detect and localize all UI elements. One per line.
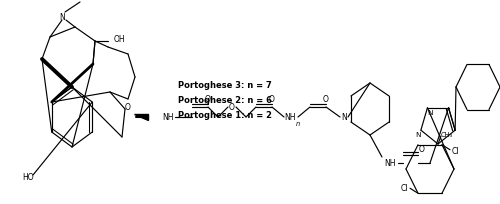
Text: Cl: Cl xyxy=(400,183,408,192)
Text: NH: NH xyxy=(284,113,296,122)
Text: Cl: Cl xyxy=(452,146,460,155)
Text: N: N xyxy=(59,12,65,21)
Text: CH₃: CH₃ xyxy=(441,131,453,137)
Text: O: O xyxy=(229,103,235,112)
Text: N: N xyxy=(428,109,433,115)
Text: N: N xyxy=(341,113,347,122)
Text: O: O xyxy=(205,95,211,104)
Text: HO: HO xyxy=(22,173,34,182)
Text: N: N xyxy=(415,132,420,137)
Text: Portoghese 3: n = 7: Portoghese 3: n = 7 xyxy=(178,80,271,89)
Text: O: O xyxy=(419,145,425,154)
Text: O: O xyxy=(125,103,131,112)
Text: NH: NH xyxy=(162,113,174,122)
Text: Portoghese 2: n = 6: Portoghese 2: n = 6 xyxy=(178,95,272,104)
Text: O: O xyxy=(323,95,329,104)
Text: NH: NH xyxy=(384,159,396,168)
Text: OH: OH xyxy=(114,35,126,44)
Text: Portoghese 1: n = 2: Portoghese 1: n = 2 xyxy=(178,111,272,120)
Polygon shape xyxy=(134,114,148,120)
Text: O: O xyxy=(269,95,275,104)
Text: n: n xyxy=(296,120,300,126)
